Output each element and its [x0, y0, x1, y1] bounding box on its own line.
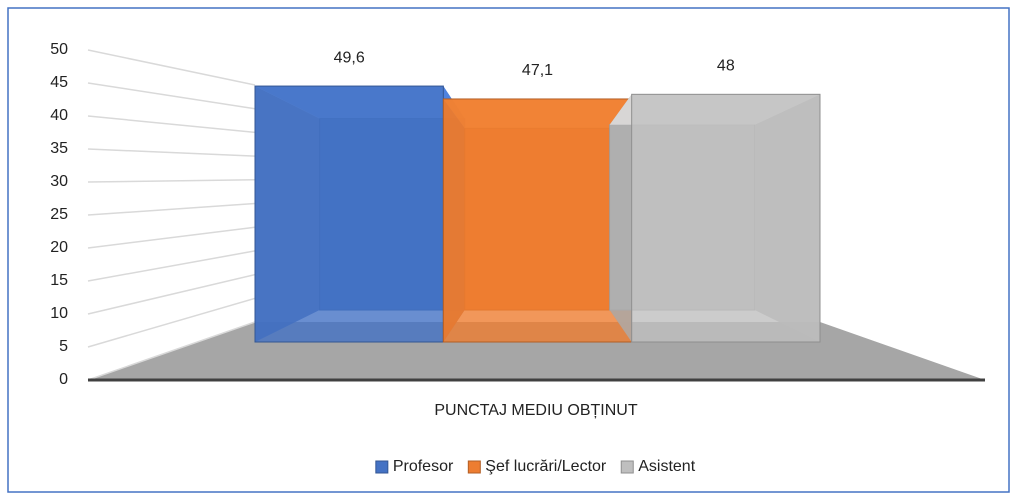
data-label: 49,6: [334, 49, 365, 66]
legend-label: Profesor: [393, 458, 454, 475]
y-tick-label: 50: [50, 41, 68, 58]
grid-line: [87, 250, 256, 282]
y-tick-label: 0: [59, 371, 68, 388]
bar-front: [442, 98, 633, 343]
x-tick-label: PUNCTAJ MEDIU OBȚINUT: [434, 402, 637, 419]
y-tick-label: 20: [50, 239, 68, 256]
y-tick-label: 10: [50, 305, 68, 322]
grid-line: [87, 321, 256, 381]
bar-side: [609, 94, 632, 342]
y-tick-label: 40: [50, 107, 68, 124]
data-label: 47,1: [522, 62, 553, 79]
y-tick-label: 35: [50, 140, 68, 157]
grid-line: [87, 202, 256, 216]
bar: [254, 85, 466, 343]
legend-swatch: [620, 460, 634, 474]
grid-line: [87, 82, 256, 110]
grid-line: [87, 179, 256, 183]
legend-label: Asistent: [638, 458, 695, 475]
grid-line: [87, 273, 256, 315]
legend-swatch: [467, 460, 481, 474]
bar-front: [631, 93, 821, 343]
grid-line: [87, 226, 256, 249]
grid-line: [87, 115, 256, 134]
grid-line: [87, 49, 256, 86]
grid-line: [87, 297, 256, 348]
legend-label: Şef lucrări/Lector: [485, 458, 607, 475]
y-tick-label: 5: [59, 338, 68, 355]
y-tick-label: 25: [50, 206, 68, 223]
bar-front: [254, 85, 444, 343]
bar: [442, 98, 633, 343]
y-tick-label: 45: [50, 74, 68, 91]
bar: [609, 93, 821, 343]
legend-swatch: [375, 460, 389, 474]
y-tick-label: 15: [50, 272, 68, 289]
grid-line: [87, 148, 256, 157]
legend: Profesor Şef lucrări/Lector Asistent: [375, 458, 696, 475]
y-tick-label: 30: [50, 173, 68, 190]
data-label: 48: [717, 58, 735, 75]
